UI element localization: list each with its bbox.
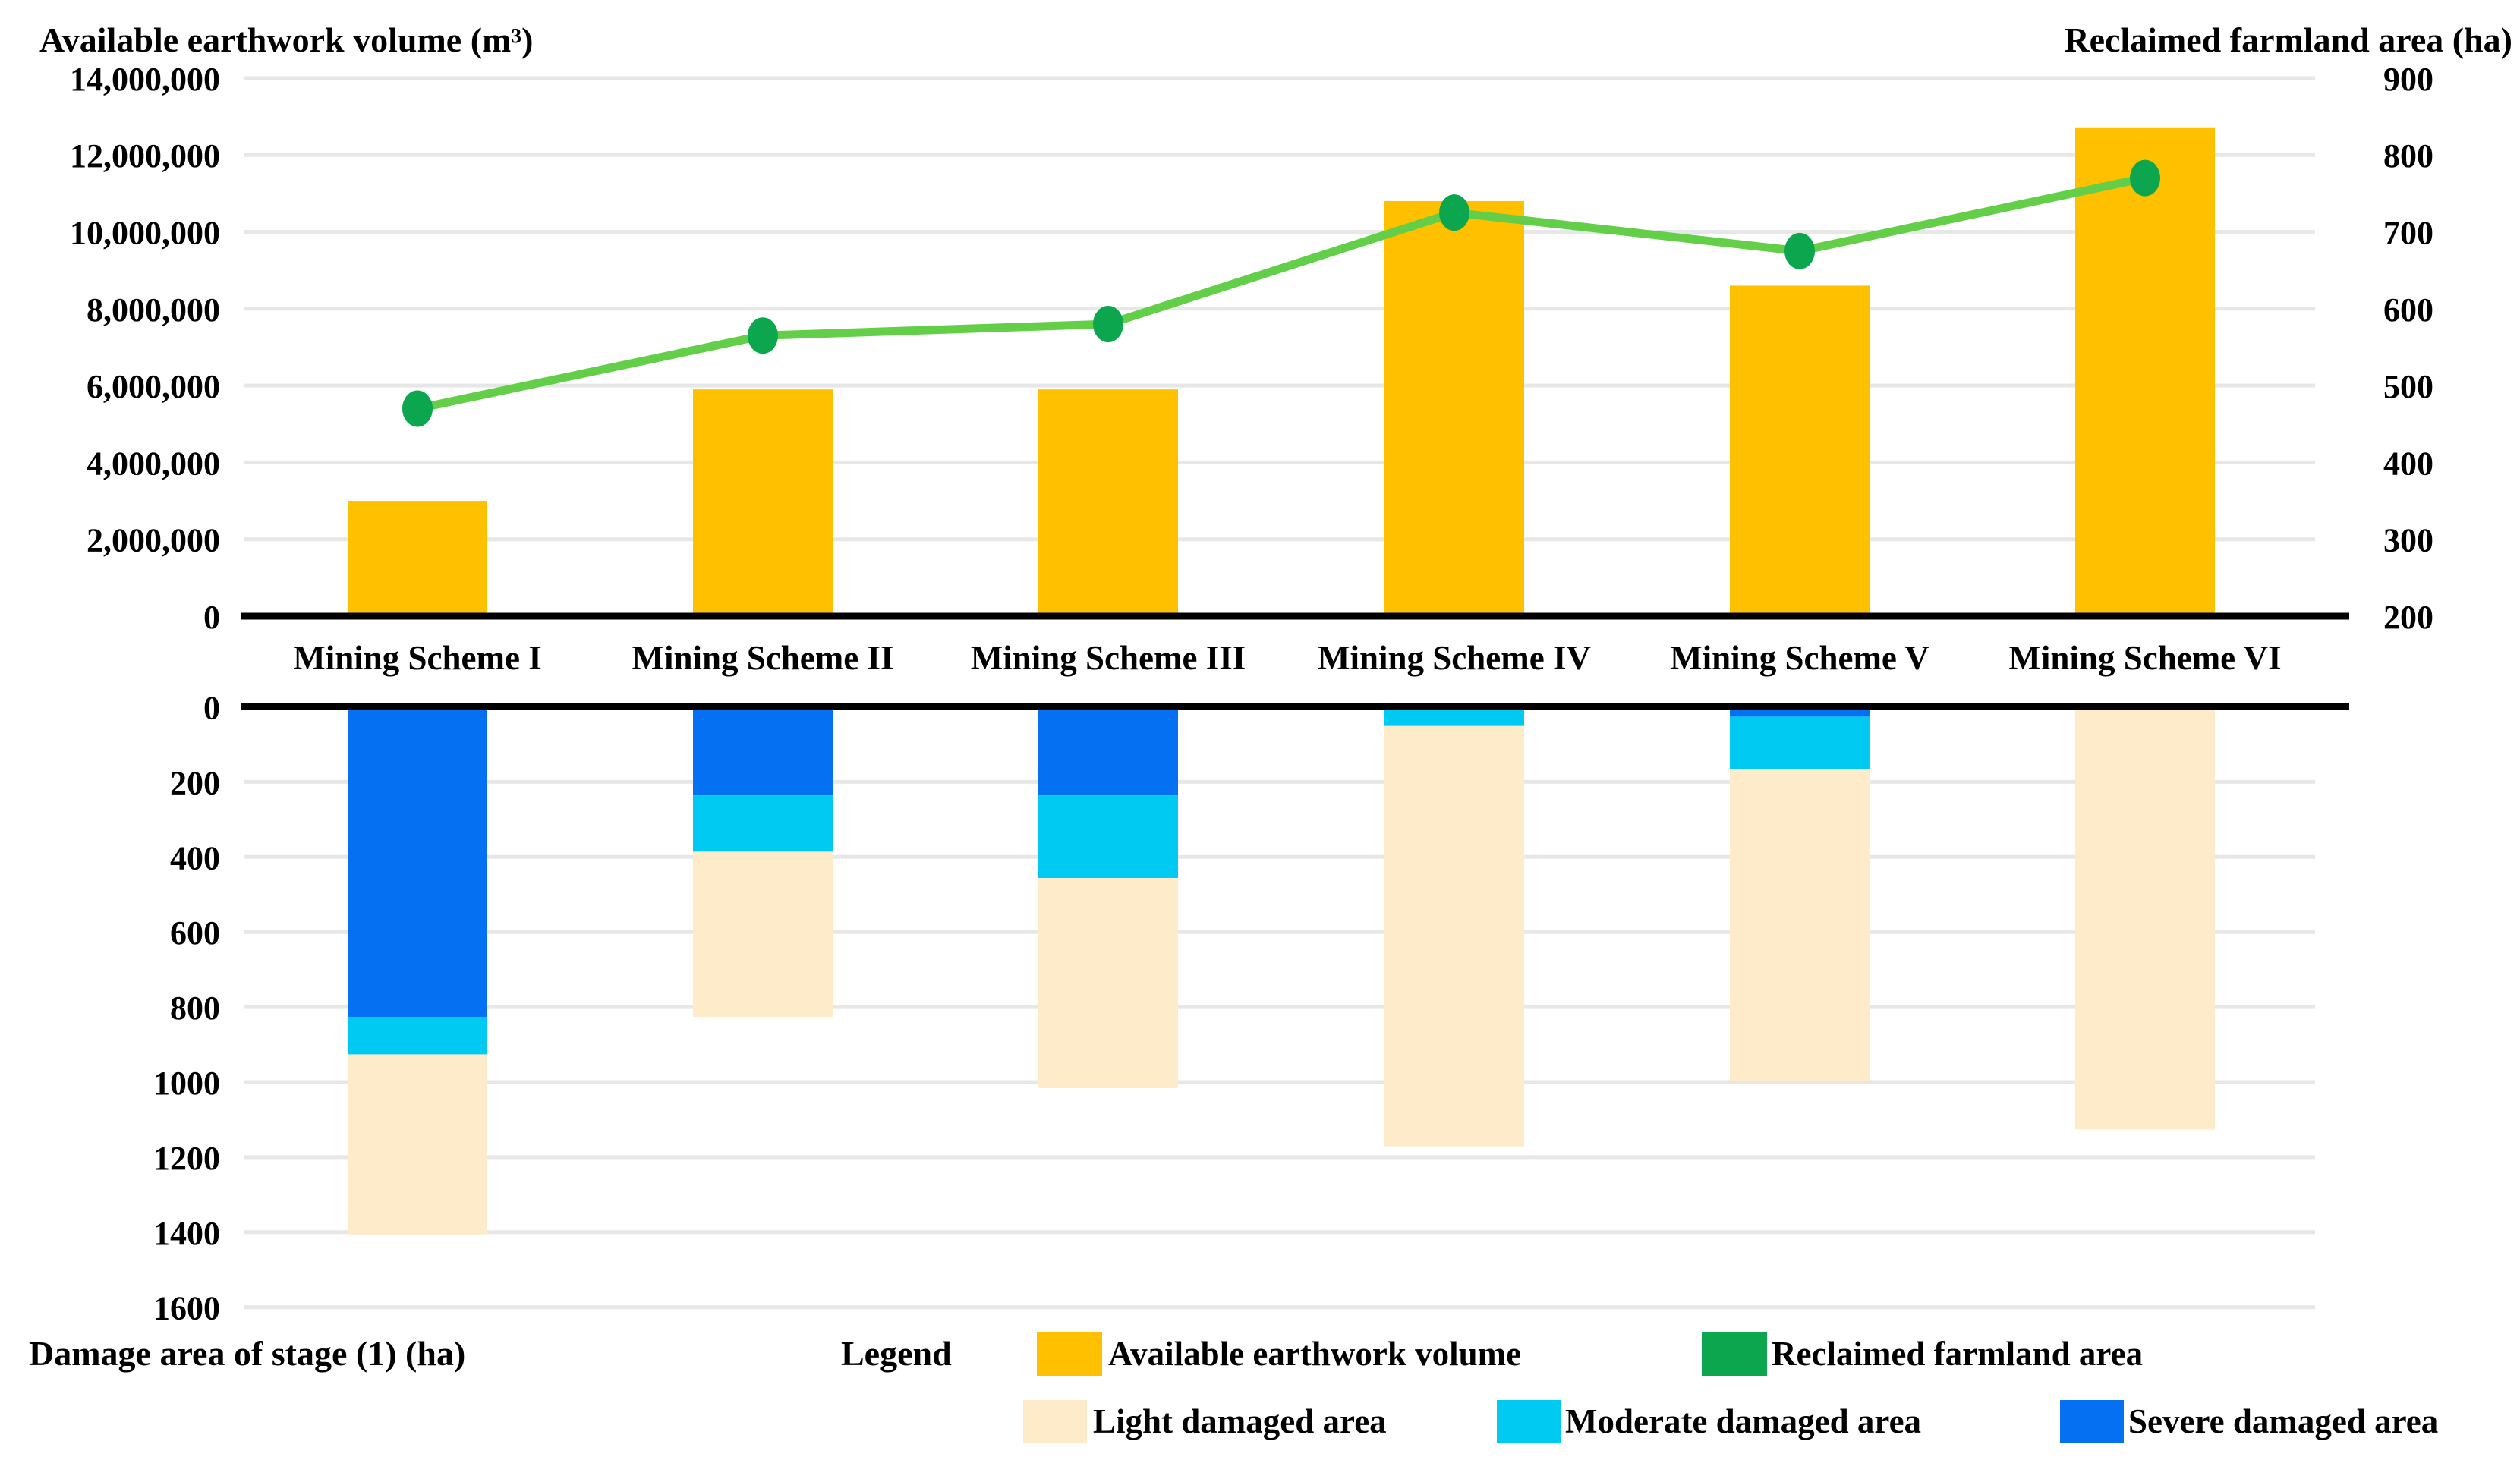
bottom-zero-axis-line: [241, 703, 2349, 710]
earthwork-volume-legend-label: Available earthwork volume: [1108, 1335, 1522, 1373]
light-damaged-swatch: [1023, 1400, 1087, 1443]
bottom-axis-tick: 600: [170, 914, 220, 952]
top-right-axis-tick: 900: [2383, 61, 2433, 98]
reclaimed-farmland-swatch: [1702, 1332, 1767, 1376]
category-label: Mining Scheme V: [1670, 639, 1929, 677]
moderate-damaged-swatch: [1497, 1400, 1561, 1443]
top-right-axis-title: Reclaimed farmland area (ha): [2064, 20, 2512, 59]
earthwork-volume-swatch: [1037, 1332, 1102, 1376]
earthwork-volume-bar: [2075, 127, 2215, 618]
bottom-axis-tick: 1200: [153, 1140, 220, 1177]
top-right-axis-tick: 700: [2383, 215, 2433, 252]
reclaimed-farmland-marker: [402, 390, 433, 427]
reclaimed-farmland-legend-label: Reclaimed farmland area: [1772, 1335, 2144, 1373]
category-label: Mining Scheme VI: [2008, 639, 2281, 677]
reclaimed-farmland-marker: [2130, 159, 2160, 197]
moderate-damaged-segment: [1384, 709, 1524, 726]
earthwork-volume-bar: [348, 501, 487, 618]
light-damaged-segment: [1730, 769, 1870, 1081]
top-right-axis-tick: 600: [2383, 291, 2433, 329]
bottom-axis-tick: 200: [170, 764, 220, 801]
top-left-axis-title: Available earthwork volume (m³): [39, 20, 534, 59]
severe-damaged-segment: [348, 709, 487, 1017]
reclaimed-farmland-marker: [1439, 194, 1469, 231]
severe-damaged-legend-label: Severe damaged area: [2128, 1402, 2439, 1440]
legend-title: Legend: [841, 1334, 952, 1373]
light-damaged-segment: [348, 1054, 487, 1235]
top-right-axis-tick: 300: [2383, 522, 2433, 559]
top-left-axis-tick: 6,000,000: [87, 368, 220, 405]
top-left-axis-tick: 4,000,000: [87, 445, 220, 482]
moderate-damaged-segment: [348, 1016, 487, 1055]
top-left-axis-tick: 0: [203, 599, 220, 636]
category-label: Mining Scheme I: [293, 639, 542, 677]
bottom-axis-tick: 1600: [153, 1290, 220, 1327]
severe-damaged-segment: [1038, 709, 1178, 796]
top-right-axis-tick: 200: [2383, 599, 2433, 636]
top-right-axis-tick: 800: [2383, 137, 2433, 175]
earthwork-volume-bar: [1384, 200, 1524, 618]
bottom-axis-title: Damage area of stage (1) (ha): [29, 1334, 466, 1373]
top-zero-axis-line: [241, 612, 2349, 620]
top-left-axis-tick: 12,000,000: [70, 137, 220, 175]
light-damaged-segment: [1038, 878, 1178, 1088]
earthwork-volume-bar: [1038, 389, 1178, 618]
bottom-axis-tick: 800: [170, 990, 220, 1027]
reclaimed-farmland-line: [413, 174, 2150, 413]
bottom-axis-tick: 0: [203, 690, 220, 727]
light-damaged-segment: [2075, 709, 2215, 1130]
top-right-axis-tick: 400: [2383, 445, 2433, 482]
top-left-axis-tick: 2,000,000: [87, 522, 220, 559]
severe-damaged-segment: [1730, 709, 1870, 717]
category-label: Mining Scheme III: [971, 639, 1246, 677]
earthwork-volume-bar: [693, 389, 833, 618]
bottom-axis-tick: 400: [170, 839, 220, 876]
bottom-axis-tick: 1000: [153, 1065, 220, 1102]
moderate-damaged-segment: [1730, 716, 1870, 769]
reclaimed-farmland-marker: [1093, 306, 1123, 343]
light-damaged-segment: [1384, 725, 1524, 1147]
light-damaged-segment: [693, 851, 833, 1017]
moderate-damaged-segment: [693, 795, 833, 852]
earthwork-volume-bar: [1730, 285, 1870, 618]
severe-damaged-segment: [693, 709, 833, 796]
reclaimed-farmland-marker: [748, 317, 778, 354]
light-damaged-legend-label: Light damaged area: [1093, 1402, 1387, 1440]
severe-damaged-swatch: [2060, 1400, 2124, 1443]
category-label: Mining Scheme IV: [1318, 639, 1591, 677]
category-label: Mining Scheme II: [632, 639, 893, 677]
moderate-damaged-legend-label: Moderate damaged area: [1565, 1402, 1922, 1440]
top-left-axis-tick: 8,000,000: [87, 291, 220, 329]
top-left-axis-tick: 10,000,000: [70, 215, 220, 252]
top-left-axis-tick: 14,000,000: [70, 61, 220, 98]
reclaimed-farmland-marker: [1784, 232, 1815, 269]
bottom-axis-tick: 1400: [153, 1215, 220, 1252]
moderate-damaged-segment: [1038, 795, 1178, 879]
top-right-axis-tick: 500: [2383, 368, 2433, 405]
